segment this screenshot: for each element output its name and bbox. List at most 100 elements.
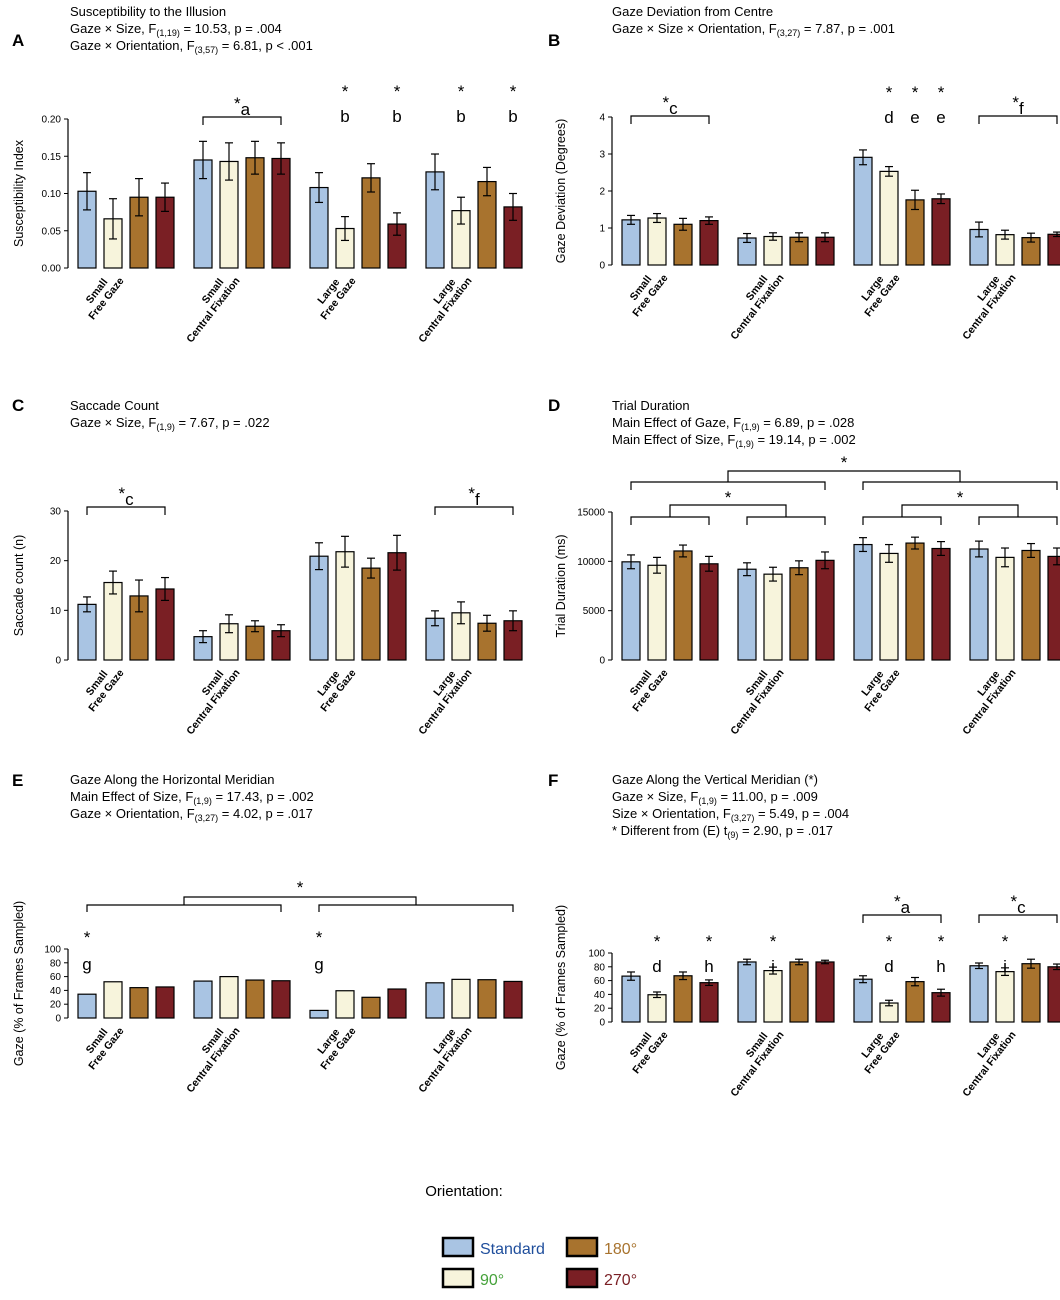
category-label: LargeCentral Fixation [407,268,475,345]
bar [673,550,693,661]
bar [931,992,951,1023]
bracket [86,904,282,912]
bar [77,993,97,1019]
title-subscript: (9) [727,830,738,840]
title-segment: Susceptibility to the Illusion [70,4,226,19]
bar [155,986,175,1019]
bar [1021,549,1041,661]
bracket-star: * [662,93,669,112]
annotation-letter: i [771,957,775,976]
bracket [727,470,961,482]
title-segment: Gaze Along the Horizontal Meridian [70,772,275,787]
panel-b: B Gaze Deviation from Centre Gaze × Size ×… [548,4,1060,342]
y-tick-label: 1 [599,224,605,235]
bar [361,996,381,1019]
bar [1021,963,1041,1023]
y-axis-title: Gaze (% of Frames Sampled) [554,905,568,1070]
annotation-star: * [886,83,893,102]
y-tick-label: 100 [588,949,605,960]
panel-a: A Susceptibility to the Illusion Gaze × Si… [12,4,523,345]
bracket-suffix: f [1019,99,1024,118]
y-axis-title: Gaze Deviation (Degrees) [554,119,568,264]
bar [271,157,291,269]
bracket-star: * [468,484,475,503]
annotation-letter: b [508,107,517,126]
y-tick-label: 0 [599,261,605,272]
bar [879,552,899,661]
category-label: LargeFree Gaze [853,1022,903,1076]
y-tick-label: 60 [594,976,606,987]
title-segment: = 2.90, p = .017 [738,823,833,838]
panel-f: F Gaze Along the Vertical Meridian (*) Gaz… [548,771,1060,1099]
y-axis-title: Trial Duration (ms) [554,534,568,637]
y-tick-label: 0.10 [42,189,62,200]
bar [503,980,523,1019]
annotation-star: * [316,928,323,947]
bracket-label: *f [468,484,480,509]
annotation-letter: e [910,108,919,127]
annotation-letter: b [456,107,465,126]
title-segment: Size × Orientation, F [612,806,731,821]
title-subscript: (3,27) [195,813,219,823]
bar [905,981,925,1023]
legend-swatch [441,1267,475,1289]
title-line: Gaze × Size × Orientation, F(3,27) = 7.8… [612,21,895,38]
bracket-star: * [118,484,125,503]
bracket-star: * [894,892,901,911]
category-label: LargeCentral Fixation [951,660,1019,737]
y-tick-label: 0 [55,656,61,667]
bar [77,603,97,661]
bar [931,547,951,661]
bracket-suffix: c [1017,898,1026,917]
y-tick-label: 80 [594,962,606,973]
category-label: SmallFree Gaze [77,1018,127,1072]
y-tick-label: 0 [599,1018,605,1029]
legend-swatch [441,1236,475,1258]
bracket [318,904,514,912]
annotation-letter: b [340,107,349,126]
category-label: SmallCentral Fixation [175,268,243,345]
title-segment: Trial Duration [612,398,690,413]
bar [737,961,757,1023]
bar [969,965,989,1023]
legend-label: 90° [480,1272,504,1289]
bar [309,555,329,661]
title-line: Gaze × Size, F(1,9) = 11.00, p = .009 [612,789,818,806]
category-label: LargeCentral Fixation [407,1018,475,1095]
bar [969,548,989,661]
bracket [183,896,417,905]
bar [193,980,213,1019]
title-segment: Gaze Deviation from Centre [612,4,773,19]
annotation-letter: b [392,107,401,126]
bracket [86,506,166,515]
bar [245,979,265,1019]
y-tick-label: 3 [599,150,605,161]
bar [647,994,667,1023]
annotation-star: * [1002,932,1009,951]
y-tick-label: 10 [50,606,62,617]
panel-letter: B [548,31,560,50]
title-subscript: (1,9) [698,796,717,806]
bar [789,961,809,1023]
bar [853,543,873,661]
panel-letter: C [12,396,24,415]
annotation-letter: g [82,955,91,974]
bracket-star: * [234,94,241,113]
panel-letter: A [12,31,24,50]
bracket [630,115,710,124]
category-label: SmallCentral Fixation [175,1018,243,1095]
title-subscript: (3,27) [777,28,801,38]
title-subscript: (1,9) [193,796,212,806]
annotation-star: * [938,932,945,951]
title-segment: * Different from (E) t [612,823,728,838]
annotation-letter: h [704,957,713,976]
bracket-label: *f [1012,93,1024,118]
title-line: * Different from (E) t(9) = 2.90, p = .0… [612,823,833,840]
category-label: SmallFree Gaze [77,268,127,322]
title-line: Susceptibility to the Illusion [70,4,226,19]
bracket [862,516,942,525]
title-subscript: (3,57) [195,45,219,55]
bracket-suffix: f [475,490,480,509]
title-segment: = 5.49, p = .004 [754,806,849,821]
